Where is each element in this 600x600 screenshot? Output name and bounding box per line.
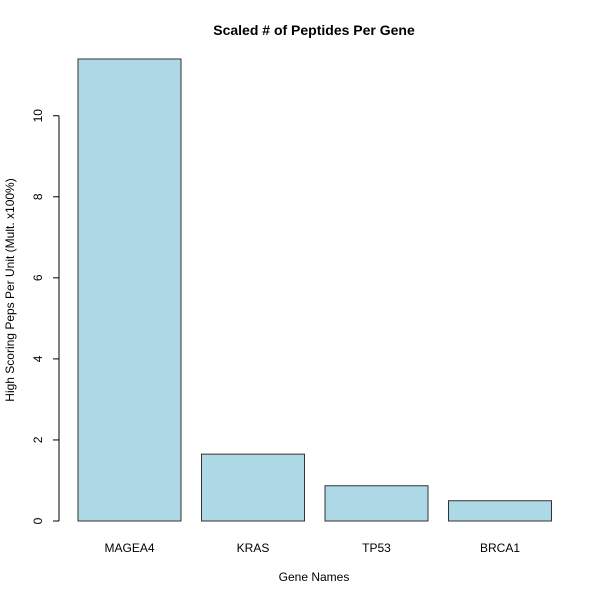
- bar-magea4: [77, 58, 182, 522]
- y-tick-label: 0: [31, 517, 45, 524]
- y-tick-label: 8: [31, 193, 45, 200]
- bars-group: [77, 58, 552, 522]
- x-tick-label-brca1: BRCA1: [480, 541, 520, 555]
- y-axis: 0 2 4 6 8 10: [31, 109, 60, 524]
- bar-kras: [201, 453, 305, 522]
- x-tick-labels: MAGEA4 KRAS TP53 BRCA1: [104, 541, 520, 555]
- y-axis-label: High Scoring Peps Per Unit (Mult. x100%): [3, 178, 17, 401]
- y-tick-label: 4: [31, 355, 45, 362]
- x-tick-label-kras: KRAS: [237, 541, 270, 555]
- x-tick-label-tp53: TP53: [362, 541, 391, 555]
- chart-title: Scaled # of Peptides Per Gene: [213, 22, 415, 38]
- bar-tp53: [324, 485, 429, 522]
- y-tick-label: 2: [31, 436, 45, 443]
- x-axis-label: Gene Names: [279, 570, 350, 584]
- y-tick-label: 6: [31, 274, 45, 281]
- y-tick-label: 10: [31, 109, 45, 123]
- bar-brca1: [448, 500, 552, 522]
- x-tick-label-magea4: MAGEA4: [104, 541, 154, 555]
